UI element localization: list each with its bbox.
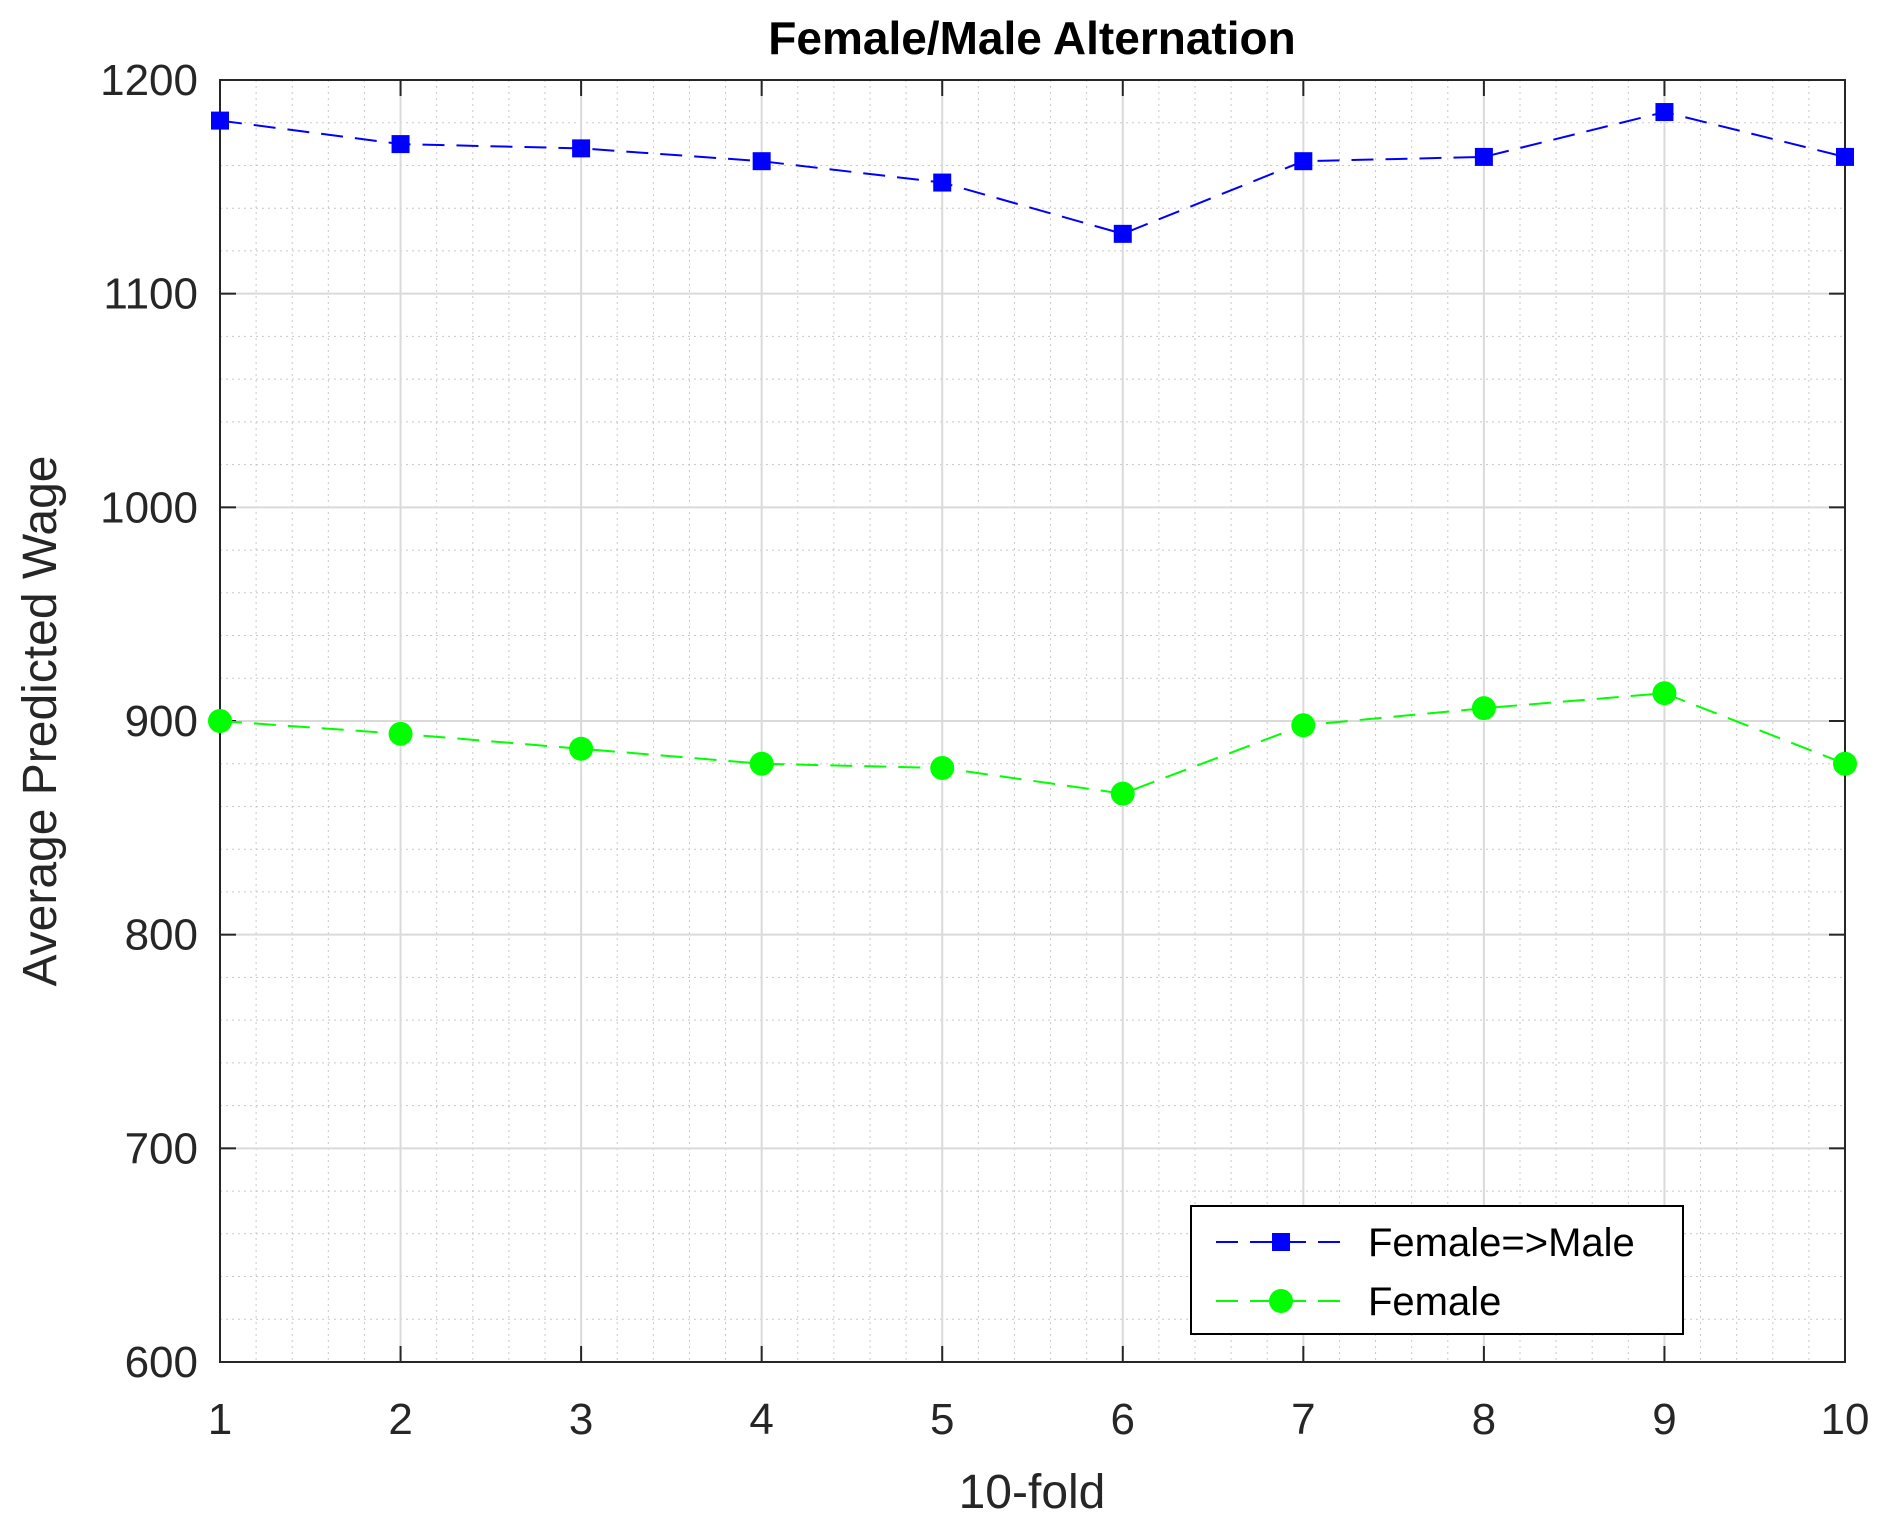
x-tick-label: 5 [930,1395,954,1444]
x-tick-label: 4 [749,1395,773,1444]
series-line-0 [219,111,1846,235]
y-tick-labels: 600 700 800 900 1000 1100 1200 [100,56,198,1387]
data-point-square [1474,147,1493,166]
data-point-circle [1833,751,1857,776]
y-tick-label: 600 [125,1338,198,1387]
x-tick-label: 7 [1291,1395,1315,1444]
data-point-circle [1110,781,1135,806]
data-point-circle [569,736,594,761]
series-line-1 [219,692,1846,795]
y-axis-label: Average Predicted Wage [14,456,67,987]
x-tick-labels: 1 2 3 4 5 6 7 8 9 10 [208,1395,1870,1444]
x-tick-label: 2 [388,1395,412,1444]
data-point-circle [208,709,232,733]
x-tick-label: 10 [1821,1395,1870,1444]
x-tick-label: 8 [1472,1395,1496,1444]
legend-marker-circle [1269,1289,1293,1313]
y-tick-label: 700 [125,1124,198,1173]
legend-label-female-male: Female=>Male [1368,1221,1635,1265]
y-tick-label: 1200 [100,56,198,105]
x-tick-label: 3 [569,1395,593,1444]
x-axis-label: 10-fold [959,1466,1106,1519]
x-tick-label: 6 [1111,1395,1135,1444]
x-tick-label: 1 [208,1395,232,1444]
data-point-square [211,111,229,130]
legend: Female=>Male Female [1190,1205,1684,1335]
chart-title: Female/Male Alternation [768,12,1295,64]
data-point-square [572,139,591,158]
legend-box [1190,1205,1684,1335]
data-point-circle [930,756,955,781]
data-point-square [933,173,952,192]
y-tick-label: 1100 [103,270,198,319]
data-point-square [391,135,410,154]
y-tick-label: 1000 [100,483,198,532]
legend-marker-square [1272,1233,1290,1251]
data-point-circle [749,751,774,776]
data-point-square [1113,224,1132,243]
data-point-circle [1471,696,1496,721]
series-layer [208,103,1857,806]
data-point-circle [388,721,413,746]
data-point-square [1836,147,1854,166]
legend-label-female: Female [1368,1280,1501,1324]
data-point-square [752,152,771,171]
data-point-circle [1652,681,1677,706]
data-point-square [1655,103,1674,122]
y-tick-label: 900 [125,697,198,746]
y-tick-label: 800 [125,911,198,960]
data-point-square [1294,152,1313,171]
x-tick-label: 9 [1652,1395,1676,1444]
data-point-circle [1291,713,1316,738]
